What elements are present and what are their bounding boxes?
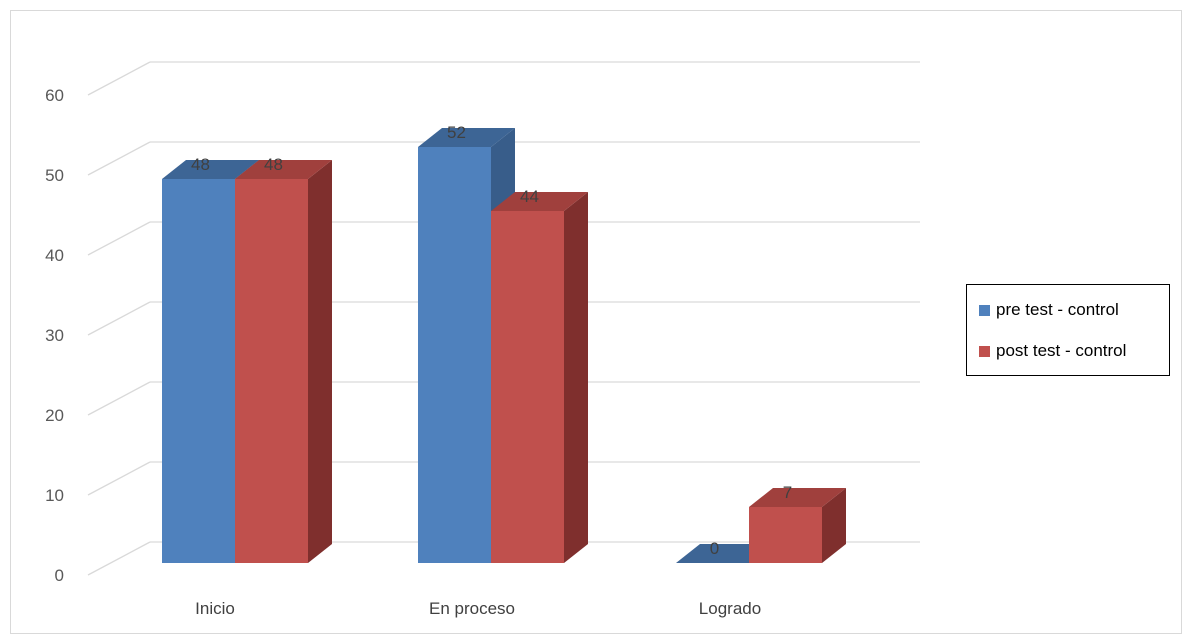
data-label: 0 <box>710 539 719 558</box>
gridline-depth <box>87 301 151 336</box>
y-tick-label: 0 <box>55 566 64 585</box>
bar-top <box>676 544 773 563</box>
gridline-depth <box>87 541 151 576</box>
bar-side <box>564 192 588 563</box>
bar-front <box>491 211 564 563</box>
data-label: 48 <box>191 155 210 174</box>
legend-swatch-pre-test <box>979 304 990 316</box>
bar-side <box>822 488 846 563</box>
legend-item-pre-test: pre test - control <box>979 299 1119 321</box>
gridline-depth <box>87 61 151 96</box>
bar-front <box>749 507 822 563</box>
y-tick-label: 10 <box>45 486 64 505</box>
data-label: 52 <box>447 123 466 142</box>
gridline-depth <box>87 221 151 256</box>
bar-front <box>418 147 491 563</box>
gridline-depth <box>87 141 151 176</box>
bar-front <box>162 179 235 563</box>
data-label: 44 <box>520 187 539 206</box>
bar-top <box>491 192 588 211</box>
y-tick-label: 20 <box>45 406 64 425</box>
y-tick-label: 30 <box>45 326 64 345</box>
bar-top <box>162 160 259 179</box>
bar-side <box>308 160 332 563</box>
data-label: 48 <box>264 155 283 174</box>
x-category-label: En proceso <box>429 599 515 618</box>
y-tick-label: 50 <box>45 166 64 185</box>
data-label: 7 <box>783 483 792 502</box>
legend-label-post-test: post test - control <box>996 341 1127 360</box>
gridline-depth <box>87 381 151 416</box>
bar-top <box>235 160 332 179</box>
legend-label-pre-test: pre test - control <box>996 300 1119 319</box>
bar-front <box>235 179 308 563</box>
x-category-label: Inicio <box>195 599 235 618</box>
y-tick-label: 60 <box>45 86 64 105</box>
legend-swatch-post-test <box>979 345 990 357</box>
gridline-depth <box>87 461 151 496</box>
bar-top <box>418 128 515 147</box>
legend: pre test - control post test - control <box>966 284 1170 376</box>
y-tick-label: 40 <box>45 246 64 265</box>
bar-top <box>749 488 846 507</box>
legend-item-post-test: post test - control <box>979 340 1126 362</box>
x-category-label: Logrado <box>699 599 761 618</box>
